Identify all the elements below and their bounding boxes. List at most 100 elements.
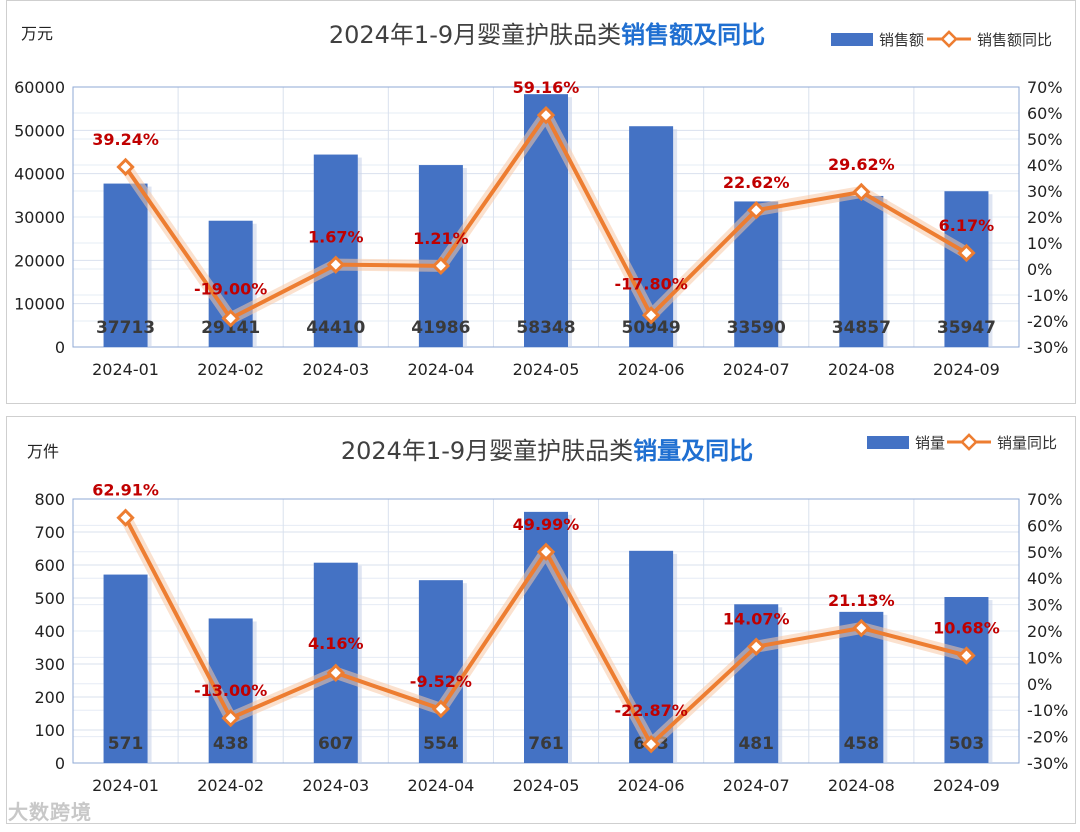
line-value-label: 1.21% [413, 229, 469, 248]
y2-tick-label: 40% [1027, 156, 1063, 175]
line-value-label: 4.16% [308, 634, 364, 653]
line-value-label: 29.62% [828, 155, 895, 174]
chart-title: 2024年1-9月婴童护肤品类销量及同比 [341, 437, 753, 465]
line-point [326, 663, 345, 683]
y2-tick-label: 40% [1027, 569, 1063, 588]
legend-line-marker [940, 30, 958, 48]
bar-value-label: 438 [213, 734, 249, 754]
y2-tick-label: 30% [1027, 182, 1063, 201]
bar [313, 562, 358, 763]
y2-tick-label: -20% [1027, 728, 1068, 747]
legend-bar-swatch [831, 33, 873, 46]
y-tick-label: 100 [34, 721, 65, 740]
line-value-label: 39.24% [92, 130, 159, 149]
line-point [641, 734, 661, 754]
bar-value-label: 761 [528, 734, 564, 754]
line-point [326, 255, 345, 274]
x-tick-label: 2024-01 [92, 776, 159, 795]
y2-tick-label: -10% [1027, 286, 1068, 305]
line-value-label: 62.91% [92, 481, 159, 500]
line-point [536, 542, 556, 562]
y2-tick-label: -20% [1027, 312, 1068, 331]
line-value-label: -9.52% [410, 672, 472, 691]
bar-value-label: 41986 [411, 318, 470, 338]
line-point [431, 699, 451, 719]
bar [734, 604, 779, 763]
y-tick-label: 700 [34, 523, 65, 542]
line-value-label: -13.00% [194, 681, 267, 700]
x-tick-label: 2024-07 [723, 776, 790, 795]
line-point [536, 105, 556, 125]
x-tick-label: 2024-08 [828, 776, 895, 795]
x-tick-label: 2024-03 [302, 776, 369, 795]
y-axis-unit-label: 万元 [21, 24, 53, 43]
bar-value-label: 34857 [832, 318, 891, 338]
y-tick-label: 500 [34, 589, 65, 608]
y2-tick-label: 0% [1027, 675, 1052, 694]
y-tick-label: 600 [34, 556, 65, 575]
y2-tick-label: 50% [1027, 130, 1063, 149]
bar [944, 191, 989, 347]
bar [103, 183, 148, 347]
chart-title-highlight: 销售额及同比 [621, 21, 765, 49]
line-value-label: 10.68% [933, 619, 1000, 638]
y-tick-label: 30000 [14, 208, 65, 227]
line-point [852, 618, 871, 638]
line-point [852, 182, 871, 202]
y2-tick-label: 10% [1027, 648, 1063, 667]
x-tick-label: 2024-07 [723, 360, 790, 379]
x-tick-label: 2024-04 [407, 360, 474, 379]
line-point [747, 200, 766, 220]
line-value-label: 21.13% [828, 591, 895, 610]
x-tick-label: 2024-09 [933, 360, 1000, 379]
legend-bar-label: 销量 [915, 434, 945, 452]
line-value-label: 22.62% [723, 173, 790, 192]
bar [944, 597, 989, 763]
bar-value-label: 50949 [622, 318, 681, 338]
y2-tick-label: 30% [1027, 596, 1063, 615]
bar-value-label: 29141 [201, 318, 260, 338]
bar [418, 580, 463, 763]
bar-value-label: 37713 [96, 318, 155, 338]
bar-value-label: 458 [844, 734, 880, 754]
bar-value-label: 554 [423, 734, 459, 754]
legend-line-label: 销售额同比 [977, 31, 1052, 49]
line-value-label: 49.99% [513, 515, 580, 534]
watermark: 大数跨境 [8, 800, 92, 824]
bar [103, 574, 148, 763]
line-value-label: 14.07% [723, 610, 790, 629]
bar-value-label: 44410 [306, 318, 365, 338]
x-tick-label: 2024-01 [92, 360, 159, 379]
y2-tick-label: 20% [1027, 208, 1063, 227]
y2-tick-label: -30% [1027, 338, 1068, 357]
y2-tick-label: -30% [1027, 754, 1068, 773]
x-tick-label: 2024-02 [197, 360, 264, 379]
x-tick-label: 2024-08 [828, 360, 895, 379]
bar-value-label: 35947 [937, 318, 996, 338]
y2-tick-label: -10% [1027, 701, 1068, 720]
y2-tick-label: 60% [1027, 516, 1063, 535]
y-tick-label: 800 [34, 490, 65, 509]
y2-tick-label: 20% [1027, 622, 1063, 641]
volume-chart: 2024年1-9月婴童护肤品类销量及同比 万件 销量 销量同比 800 700 600 500… [27, 433, 1068, 795]
y2-tick-label: 70% [1027, 78, 1063, 97]
line-point [431, 256, 451, 276]
line-point [221, 309, 240, 328]
y-tick-label: 200 [34, 688, 65, 707]
bar-value-label: 481 [738, 734, 774, 754]
line-point [957, 243, 976, 263]
bar-value-label: 33590 [727, 318, 786, 338]
y2-tick-label: 70% [1027, 490, 1063, 509]
y-tick-label: 0 [55, 338, 65, 357]
chart-title: 2024年1-9月婴童护肤品类销售额及同比 [329, 21, 765, 49]
sales-chart-panel: 2024年1-9月婴童护肤品类销售额及同比 万元 销售额 销售额同比 60000 5000… [6, 0, 1076, 404]
line-point [116, 508, 135, 527]
y2-tick-label: 60% [1027, 104, 1063, 123]
chart-title-main: 2024年1-9月婴童护肤品类 [341, 437, 633, 465]
y-tick-label: 400 [34, 622, 65, 641]
bar [839, 195, 884, 347]
y-tick-label: 0 [55, 754, 65, 773]
y-tick-label: 50000 [14, 121, 65, 140]
chart-title-main: 2024年1-9月婴童护肤品类 [329, 21, 621, 49]
y2-tick-label: 0% [1027, 260, 1052, 279]
